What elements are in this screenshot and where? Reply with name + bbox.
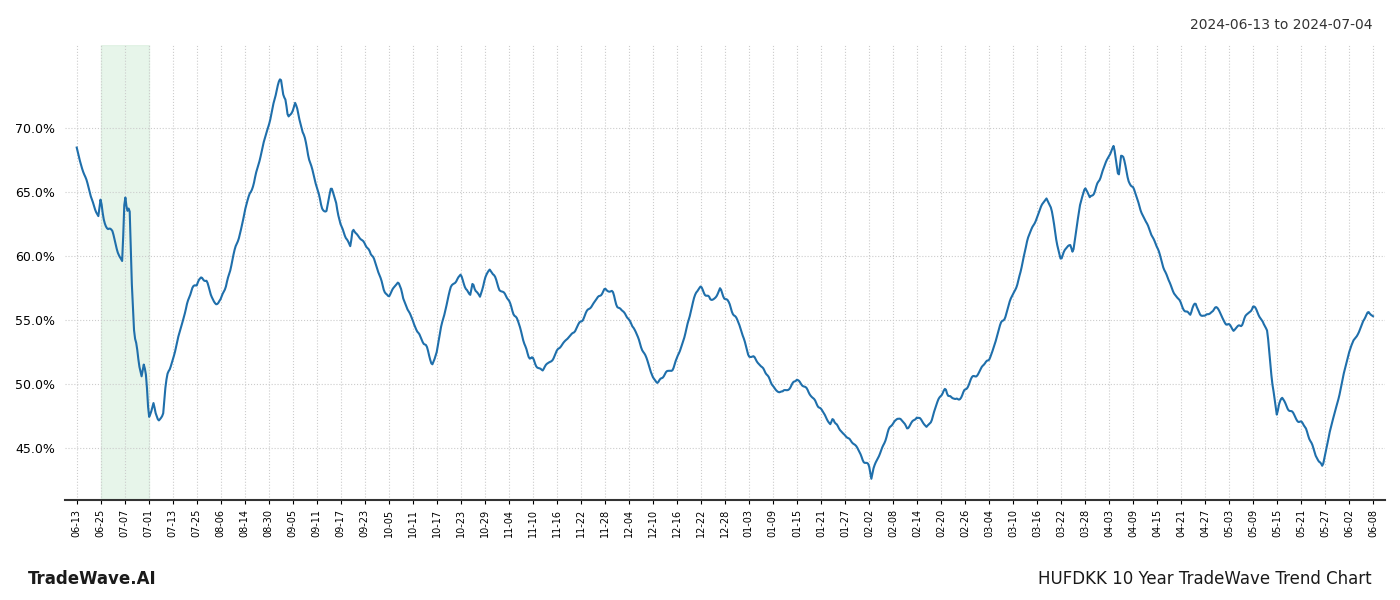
Text: 2024-06-13 to 2024-07-04: 2024-06-13 to 2024-07-04 [1190, 18, 1372, 32]
Text: HUFDKK 10 Year TradeWave Trend Chart: HUFDKK 10 Year TradeWave Trend Chart [1039, 570, 1372, 588]
Text: TradeWave.AI: TradeWave.AI [28, 570, 157, 588]
Bar [101, 45, 148, 500]
